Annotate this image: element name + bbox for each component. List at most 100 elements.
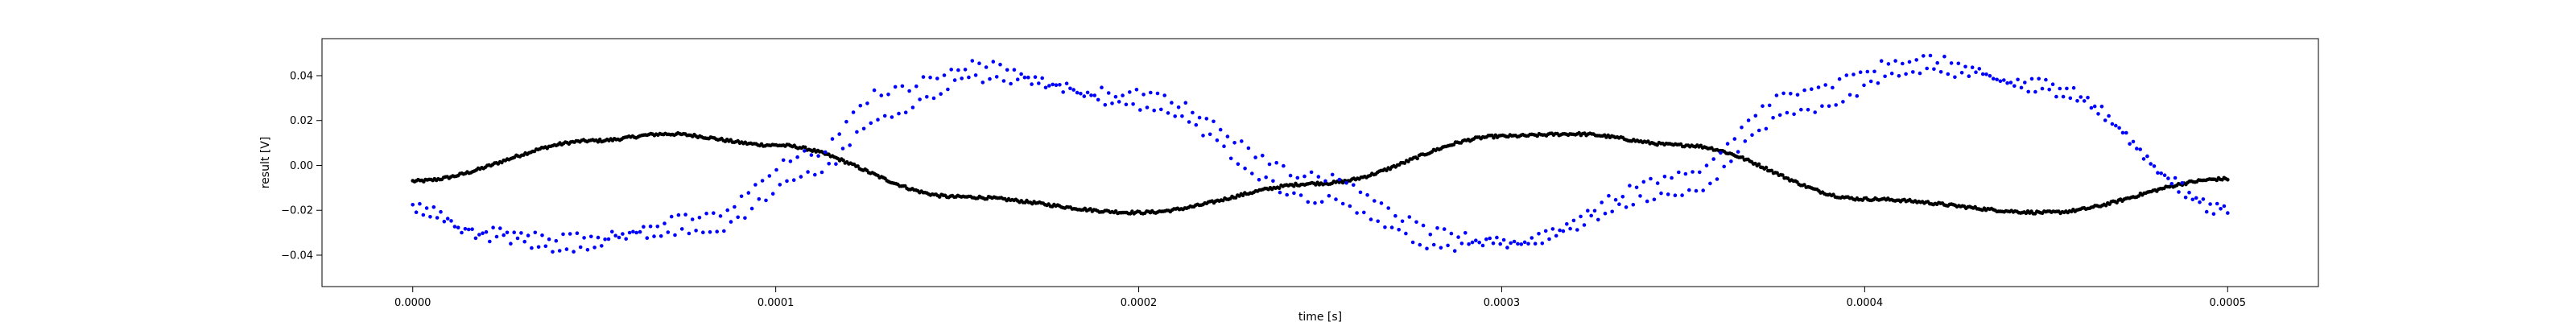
data-point-blue <box>725 208 729 213</box>
data-point-blue <box>484 229 489 234</box>
data-point-blue <box>1054 83 1059 87</box>
data-point-blue <box>1428 233 1433 237</box>
data-point-blue <box>946 87 950 92</box>
data-point-blue <box>1267 162 1272 167</box>
data-point-blue <box>907 89 911 93</box>
data-point-blue <box>631 229 635 234</box>
data-point-blue <box>1789 92 1793 96</box>
data-point-blue <box>1932 67 1936 72</box>
data-point-blue <box>2208 202 2212 206</box>
data-point-blue <box>2029 76 2034 81</box>
data-point-blue <box>1407 215 1412 219</box>
x-tick-label: 0.0001 <box>758 297 795 309</box>
data-point-blue <box>2019 85 2024 90</box>
data-point-blue <box>568 232 572 236</box>
data-point-blue <box>893 85 898 89</box>
data-point-blue <box>1051 82 1055 87</box>
data-point-blue <box>658 234 663 238</box>
data-point-blue <box>477 233 481 237</box>
data-point-blue <box>2159 171 2163 175</box>
data-point-blue <box>931 96 936 101</box>
data-point-blue <box>578 245 583 250</box>
data-point-black <box>2136 194 2140 198</box>
data-point-blue <box>526 233 530 237</box>
data-point-blue <box>2222 204 2227 208</box>
data-point-blue <box>980 80 985 85</box>
data-point-blue <box>1113 94 1118 99</box>
data-point-blue <box>414 210 419 215</box>
data-point-blue <box>2177 190 2181 194</box>
data-point-blue <box>1914 58 1918 62</box>
data-point-blue <box>1984 72 1988 76</box>
data-point-blue <box>642 225 646 229</box>
data-point-blue <box>463 227 468 231</box>
data-point-blue <box>683 213 687 217</box>
series-black-points <box>411 130 2230 216</box>
data-point-blue <box>1292 191 1296 196</box>
data-point-blue <box>1414 220 1418 225</box>
data-point-blue <box>1439 246 1443 250</box>
data-point-blue <box>1128 90 1132 94</box>
data-point-blue <box>2183 196 2188 200</box>
data-point-blue <box>1145 105 1150 109</box>
data-point-blue <box>1498 242 1502 246</box>
data-point-blue <box>1474 238 1478 243</box>
data-point-black <box>1277 186 1282 190</box>
data-point-blue <box>1568 226 1572 231</box>
data-point-blue <box>1110 101 1114 105</box>
data-point-blue <box>2054 94 2058 99</box>
data-point-blue <box>1302 174 1307 179</box>
data-point-blue <box>2096 112 2100 116</box>
data-point-blue <box>844 119 848 124</box>
data-point-blue <box>1767 103 1772 108</box>
data-point-blue <box>1701 188 1705 192</box>
data-point-blue <box>1001 79 1006 83</box>
plot-area-frame <box>321 38 2319 287</box>
y-tick-label: 0.00 <box>290 160 313 172</box>
data-point-blue <box>2187 190 2191 195</box>
data-point-blue <box>1897 74 1901 78</box>
data-point-blue <box>1641 180 1646 184</box>
data-point-blue <box>488 239 492 244</box>
data-point-blue <box>1480 243 1485 248</box>
data-point-blue <box>624 237 628 242</box>
data-point-blue <box>2149 162 2153 166</box>
data-point-blue <box>676 213 681 217</box>
data-point-blue <box>1316 175 1321 179</box>
data-point-black <box>1781 173 1785 177</box>
data-point-blue <box>1998 79 2003 84</box>
data-point-blue <box>1309 170 1314 175</box>
data-point-blue <box>1212 119 1216 124</box>
data-point-blue <box>1554 233 1558 238</box>
data-point-blue <box>1337 177 1342 182</box>
data-point-blue <box>512 230 516 235</box>
data-point-blue <box>1459 242 1464 246</box>
data-point-blue <box>2089 105 2094 110</box>
data-point-blue <box>2008 80 2013 85</box>
data-point-blue <box>1753 114 1758 118</box>
data-point-blue <box>2201 197 2206 201</box>
data-point-blue <box>1261 153 1265 158</box>
data-point-blue <box>701 230 705 235</box>
data-point-blue <box>1655 181 1660 185</box>
data-point-blue <box>1389 225 1394 229</box>
data-point-blue <box>1037 81 1041 85</box>
data-point-blue <box>439 209 443 214</box>
data-point-blue <box>1558 228 1562 233</box>
data-point-blue <box>743 216 747 221</box>
data-point-blue <box>1121 93 1125 97</box>
data-point-blue <box>1652 197 1657 202</box>
data-point-blue <box>760 179 765 183</box>
data-point-blue <box>1071 88 1075 92</box>
data-point-blue <box>1750 133 1754 137</box>
data-point-blue <box>1386 206 1390 210</box>
data-point-blue <box>1176 105 1181 109</box>
data-point-blue <box>1736 150 1740 154</box>
data-point-blue <box>1995 77 1999 82</box>
data-point-blue <box>1711 157 1715 161</box>
data-point-blue <box>1418 242 1422 247</box>
data-point-blue <box>1225 134 1230 138</box>
x-tick-label: 0.0000 <box>394 297 431 309</box>
data-point-blue <box>1781 91 1785 96</box>
data-point-blue <box>505 230 510 235</box>
